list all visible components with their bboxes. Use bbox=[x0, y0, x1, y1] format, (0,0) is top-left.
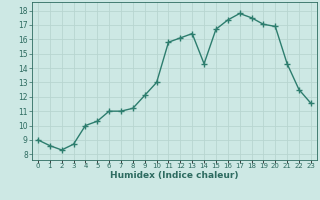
X-axis label: Humidex (Indice chaleur): Humidex (Indice chaleur) bbox=[110, 171, 239, 180]
